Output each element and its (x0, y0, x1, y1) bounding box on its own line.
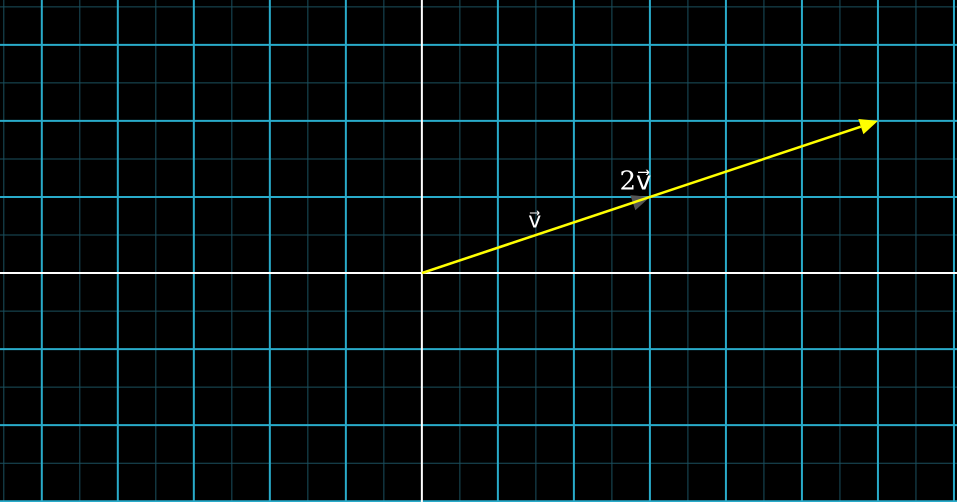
vector-2v-shaft (421, 125, 862, 275)
vector-v-label: v⃗ (528, 208, 541, 233)
vector-2v-arrowhead (858, 119, 878, 135)
vectors (421, 119, 878, 275)
vector-2v-label: 2v⃗ (620, 166, 652, 196)
